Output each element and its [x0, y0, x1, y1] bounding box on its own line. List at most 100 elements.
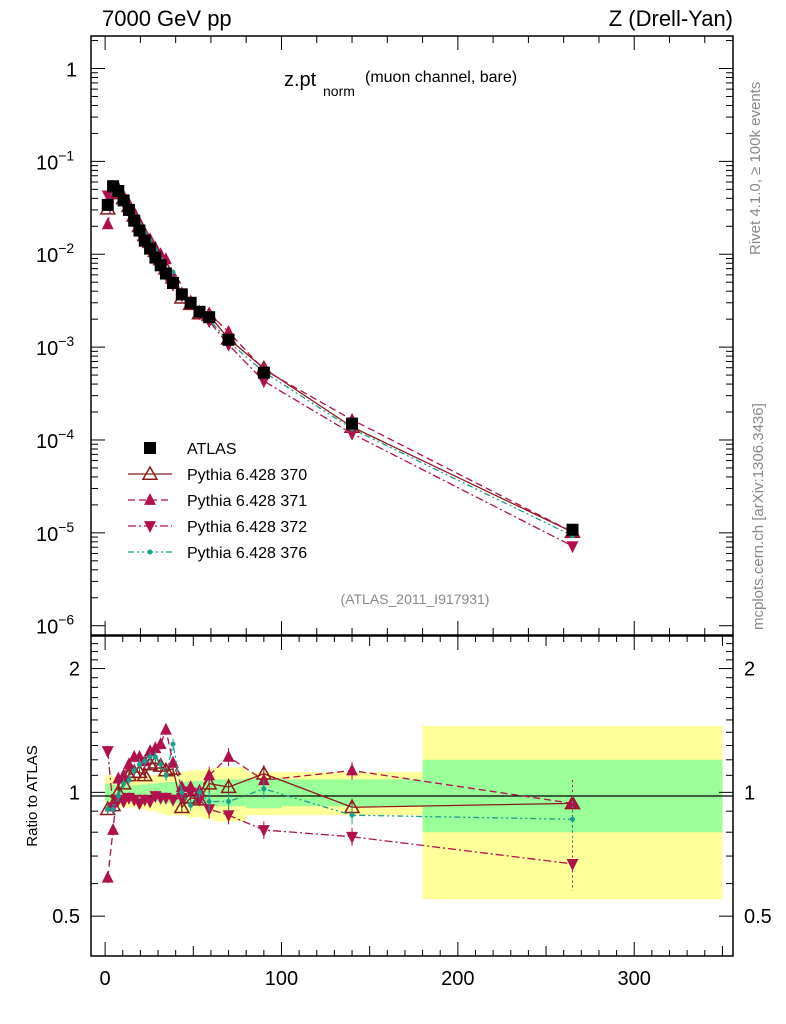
main-series-2	[101, 184, 579, 554]
ratio-band-green	[131, 785, 137, 800]
atlas-data-point	[101, 198, 114, 211]
legend-marker	[141, 465, 159, 480]
ratio-series-marker	[257, 825, 270, 837]
header-right: Z (Drell-Yan)	[609, 6, 733, 31]
ratio-series-marker	[349, 812, 355, 818]
main-series-0	[99, 180, 581, 539]
ratio-series-group	[99, 722, 581, 891]
ratio-x-tick-label: 0	[100, 968, 111, 990]
ratio-y-tick-label: 0.5	[52, 906, 80, 928]
ratio-series-marker	[133, 749, 146, 762]
ratio-series-marker	[200, 775, 218, 790]
main-y-tick-label: 1	[66, 60, 77, 82]
ratio-y-axis-label: Ratio to ATLAS	[24, 745, 41, 846]
ratio-series-marker	[160, 722, 172, 735]
ratio-series-marker	[196, 789, 202, 795]
ratio-series-marker	[112, 771, 125, 784]
atlas-data-point	[128, 214, 141, 227]
ratio-series-marker	[164, 760, 182, 775]
ratio-band-green	[136, 784, 143, 801]
ratio-series-marker	[144, 796, 157, 809]
ratio-series-marker	[117, 768, 130, 781]
ratio-series-marker	[206, 799, 212, 805]
ratio-y-tick-label: 2	[69, 659, 80, 681]
ratio-series-marker	[570, 816, 575, 822]
main-y-tick-label: 10−5	[36, 519, 74, 546]
main-data-points	[101, 180, 579, 536]
ratio-y-tick-label-right: 2	[744, 659, 755, 681]
main-series-marker	[101, 217, 114, 230]
legend-label: Pythia 6.428 370	[187, 467, 307, 484]
mcplots-label: mcplots.cern.ch [arXiv:1306.3436]	[750, 403, 767, 630]
atlas-data-point	[167, 277, 180, 290]
atlas-data-point	[257, 366, 270, 379]
atlas-data-point	[117, 194, 130, 207]
ratio-series-marker	[257, 773, 270, 786]
ratio-series-marker	[147, 754, 153, 760]
atlas-data-point	[566, 523, 579, 536]
ratio-series-marker	[170, 741, 176, 747]
ratio-series-marker	[136, 766, 154, 782]
main-series-line	[107, 189, 573, 537]
ratio-series-marker	[107, 822, 119, 835]
ratio-band-green	[105, 783, 111, 802]
ratio-band-green	[147, 783, 153, 802]
ratio-plot-frame	[90, 635, 734, 957]
ratio-series-marker	[122, 757, 135, 770]
atlas-data-point	[203, 311, 216, 324]
ratio-uncertainty-bands	[105, 725, 723, 900]
ratio-band-green	[120, 785, 127, 800]
ratio-tick-labels: 0.5 0.5 1 1 2 2 0 100 200 300	[52, 659, 772, 990]
ratio-series-marker	[167, 755, 179, 768]
analysis-id: (ATLAS_2011_I917931)	[341, 591, 490, 607]
ratio-series-marker	[203, 768, 216, 781]
ratio-series-marker	[173, 798, 191, 814]
ratio-series-marker	[152, 754, 158, 760]
ratio-series-marker	[126, 777, 132, 783]
ratio-series-marker	[137, 761, 143, 767]
ratio-series-marker	[163, 772, 169, 778]
plot-title-main: z.pt	[284, 69, 317, 91]
ratio-y-tick-label: 1	[69, 782, 80, 804]
legend-marker	[144, 442, 156, 454]
ratio-series-marker	[167, 794, 179, 807]
main-series-marker	[566, 541, 579, 554]
plot-title: z.pt	[284, 69, 317, 91]
ratio-series-marker	[261, 786, 267, 792]
main-y-tick-label: 10−3	[36, 333, 74, 360]
legend-entry: Pythia 6.428 372	[128, 519, 307, 536]
ratio-series-line	[107, 727, 573, 878]
ratio-series-marker	[101, 870, 114, 883]
main-y-tick-labels: 1 10−1 10−2 10−3 10−4 10−5 10−6	[36, 60, 77, 639]
legend-label: Pythia 6.428 372	[187, 519, 307, 536]
ratio-series-marker	[226, 799, 232, 805]
atlas-data-point	[222, 333, 235, 346]
ratio-band-green	[168, 781, 178, 804]
main-series-line	[107, 186, 573, 533]
ratio-y-tick-label-right: 0.5	[744, 906, 772, 928]
main-series-line	[107, 188, 573, 547]
ratio-series-marker	[101, 746, 114, 759]
atlas-data-point	[193, 305, 206, 318]
ratio-axis-ticks	[91, 636, 733, 956]
ratio-series-marker	[128, 794, 141, 807]
atlas-data-point	[133, 224, 146, 237]
main-series-marker	[346, 428, 358, 441]
legend-entry: Pythia 6.428 371	[128, 493, 307, 510]
ratio-series-marker	[105, 806, 111, 812]
atlas-data-point	[112, 184, 125, 197]
legend-label: Pythia 6.428 371	[187, 493, 307, 510]
main-y-tick-label: 10−6	[36, 612, 74, 639]
ratio-series-marker	[346, 831, 358, 844]
atlas-data-point	[159, 267, 172, 280]
ratio-x-tick-label: 100	[265, 968, 298, 990]
ratio-series-marker	[110, 806, 116, 812]
legend-marker	[144, 521, 156, 533]
main-series-1	[101, 180, 579, 537]
plot-title-suffix: (muon channel, bare)	[365, 69, 517, 86]
legend-entry: ATLAS	[144, 441, 237, 458]
ratio-series-marker	[222, 749, 235, 762]
ratio-band-green	[110, 784, 116, 801]
legend: ATLAS Pythia 6.428 370 Pythia 6.428 371 Pyt…	[128, 441, 307, 562]
